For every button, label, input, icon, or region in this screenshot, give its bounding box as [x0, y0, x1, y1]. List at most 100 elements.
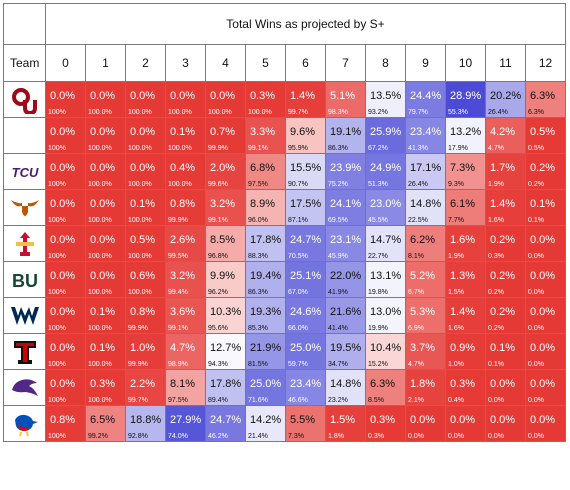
team-logo-cell — [3, 369, 46, 406]
probability-cell: 0.6% 100.0% — [125, 261, 166, 298]
probability-cell: 0.1% 100.0% — [85, 297, 126, 334]
cumulative-probability: 100% — [48, 397, 66, 404]
wins-column-header: 0 — [45, 44, 86, 82]
cumulative-probability: 99.6% — [208, 181, 228, 188]
cumulative-probability: 74.0% — [168, 433, 188, 440]
win-probability: 0.0% — [90, 126, 116, 138]
cumulative-probability: 4.7% — [408, 361, 424, 368]
win-probability: 0.0% — [410, 414, 436, 426]
probability-cell: 24.1% 69.5% — [325, 189, 366, 226]
win-probability: 25.9% — [370, 126, 402, 138]
win-probability: 2.6% — [170, 234, 196, 246]
cumulative-probability: 95.9% — [288, 145, 308, 152]
wins-column-header: 6 — [285, 44, 326, 82]
win-probability: 1.4% — [290, 90, 316, 102]
probability-cell: 4.2% 4.7% — [485, 117, 526, 154]
probability-cell: 5.1% 98.3% — [325, 81, 366, 118]
probability-cell: 12.7% 94.3% — [205, 333, 246, 370]
win-probability: 13.1% — [370, 270, 402, 282]
win-probability: 0.2% — [490, 306, 516, 318]
probability-cell: 17.1% 26.4% — [405, 153, 446, 190]
win-probability: 1.8% — [410, 378, 436, 390]
win-probability: 13.0% — [370, 306, 402, 318]
probability-cell: 1.0% 99.9% — [125, 333, 166, 370]
probability-cell: 1.8% 2.1% — [405, 369, 446, 406]
cumulative-probability: 17.9% — [448, 145, 468, 152]
cumulative-probability: 46.2% — [208, 433, 228, 440]
cumulative-probability: 75.2% — [328, 181, 348, 188]
probability-cell: 2.0% 99.6% — [205, 153, 246, 190]
cumulative-probability: 100% — [48, 217, 66, 224]
cumulative-probability: 1.9% — [448, 253, 464, 260]
table-title: Total Wins as projected by S+ — [45, 3, 566, 45]
cumulative-probability: 100.0% — [88, 325, 112, 332]
probability-cell: 15.5% 90.7% — [285, 153, 326, 190]
win-probability: 5.2% — [410, 270, 436, 282]
probability-cell: 24.4% 79.7% — [405, 81, 446, 118]
wins-column-header: 2 — [125, 44, 166, 82]
cumulative-probability: 100.0% — [88, 253, 112, 260]
win-probability: 0.3% — [90, 378, 116, 390]
probability-cell: 7.3% 9.3% — [445, 153, 486, 190]
win-probability: 6.8% — [250, 162, 276, 174]
team-logo-cell — [3, 117, 46, 154]
win-probability: 2.0% — [210, 162, 236, 174]
wins-column-header: 4 — [205, 44, 246, 82]
cumulative-probability: 4.7% — [488, 145, 504, 152]
cumulative-probability: 99.1% — [208, 217, 228, 224]
oklahoma-ou-logo-icon — [11, 87, 37, 114]
cumulative-probability: 0.0% — [528, 253, 544, 260]
cumulative-probability: 100% — [48, 181, 66, 188]
cumulative-probability: 90.7% — [288, 181, 308, 188]
probability-cell: 0.0% 100% — [45, 117, 86, 154]
win-probability: 3.6% — [170, 306, 196, 318]
win-probability: 14.8% — [410, 198, 442, 210]
win-probability: 0.9% — [450, 342, 476, 354]
win-probability: 14.8% — [330, 378, 362, 390]
probability-cell: 23.4% 46.6% — [285, 369, 326, 406]
cumulative-probability: 96.8% — [208, 253, 228, 260]
table-row: 0.0% 100% 0.1% 100.0% 0.8% 99.9% 3.6% 99.1% 10.3… — [3, 297, 566, 334]
probability-cell: 0.3% 100.0% — [245, 81, 286, 118]
cumulative-probability: 97.5% — [168, 397, 188, 404]
probability-cell: 0.0% 100.0% — [125, 81, 166, 118]
win-probability: 6.2% — [410, 234, 436, 246]
probability-cell: 19.3% 85.3% — [245, 297, 286, 334]
probability-cell: 17.5% 87.1% — [285, 189, 326, 226]
probability-cell: 0.0% 100% — [45, 225, 86, 262]
win-probability: 0.0% — [130, 90, 156, 102]
cumulative-probability: 0.3% — [368, 433, 384, 440]
team-logo-cell — [3, 333, 46, 370]
win-probability: 0.1% — [530, 198, 556, 210]
cumulative-probability: 0.1% — [488, 361, 504, 368]
kansas-jayhawk-logo-icon — [14, 414, 38, 436]
win-probability: 0.2% — [490, 234, 516, 246]
team-logo-cell: TCU — [3, 153, 46, 190]
win-probability: 0.0% — [50, 90, 76, 102]
probability-cell: 6.8% 97.5% — [245, 153, 286, 190]
blank-logo-icon — [10, 122, 40, 150]
cumulative-probability: 100.0% — [88, 397, 112, 404]
probability-cell: 1.7% 1.9% — [485, 153, 526, 190]
cumulative-probability: 100% — [48, 289, 66, 296]
probability-cell: 23.1% 45.9% — [325, 225, 366, 262]
cumulative-probability: 0.0% — [528, 433, 544, 440]
win-probability: 0.0% — [450, 414, 476, 426]
cumulative-probability: 0.0% — [408, 433, 424, 440]
cumulative-probability: 100.0% — [88, 109, 112, 116]
cumulative-probability: 0.2% — [488, 325, 504, 332]
win-probability: 0.0% — [90, 162, 116, 174]
table-row: BU 0.0% 100% 0.0% 100.0% 0.6% 100.0% 3.2% 99.4% 9… — [3, 261, 566, 298]
win-probability: 28.9% — [450, 90, 482, 102]
probability-cell: 0.0% 100% — [45, 261, 86, 298]
probability-cell: 1.4% 1.6% — [445, 297, 486, 334]
table-row: 0.0% 100% 0.0% 100.0% 0.0% 100.0% 0.1% 100.0% 0.… — [3, 117, 566, 154]
win-probability: 0.0% — [50, 162, 76, 174]
probability-cell: 0.0% 0.0% — [485, 369, 526, 406]
probability-cell: 3.7% 4.7% — [405, 333, 446, 370]
table-row: 0.0% 100% 0.1% 100.0% 1.0% 99.9% 4.7% 98.9% 12.7… — [3, 333, 566, 370]
probability-cell: 0.2% 0.2% — [525, 153, 566, 190]
probability-cell: 0.5% 0.5% — [525, 117, 566, 154]
probability-cell: 6.2% 8.1% — [405, 225, 446, 262]
probability-cell: 3.2% 99.1% — [205, 189, 246, 226]
